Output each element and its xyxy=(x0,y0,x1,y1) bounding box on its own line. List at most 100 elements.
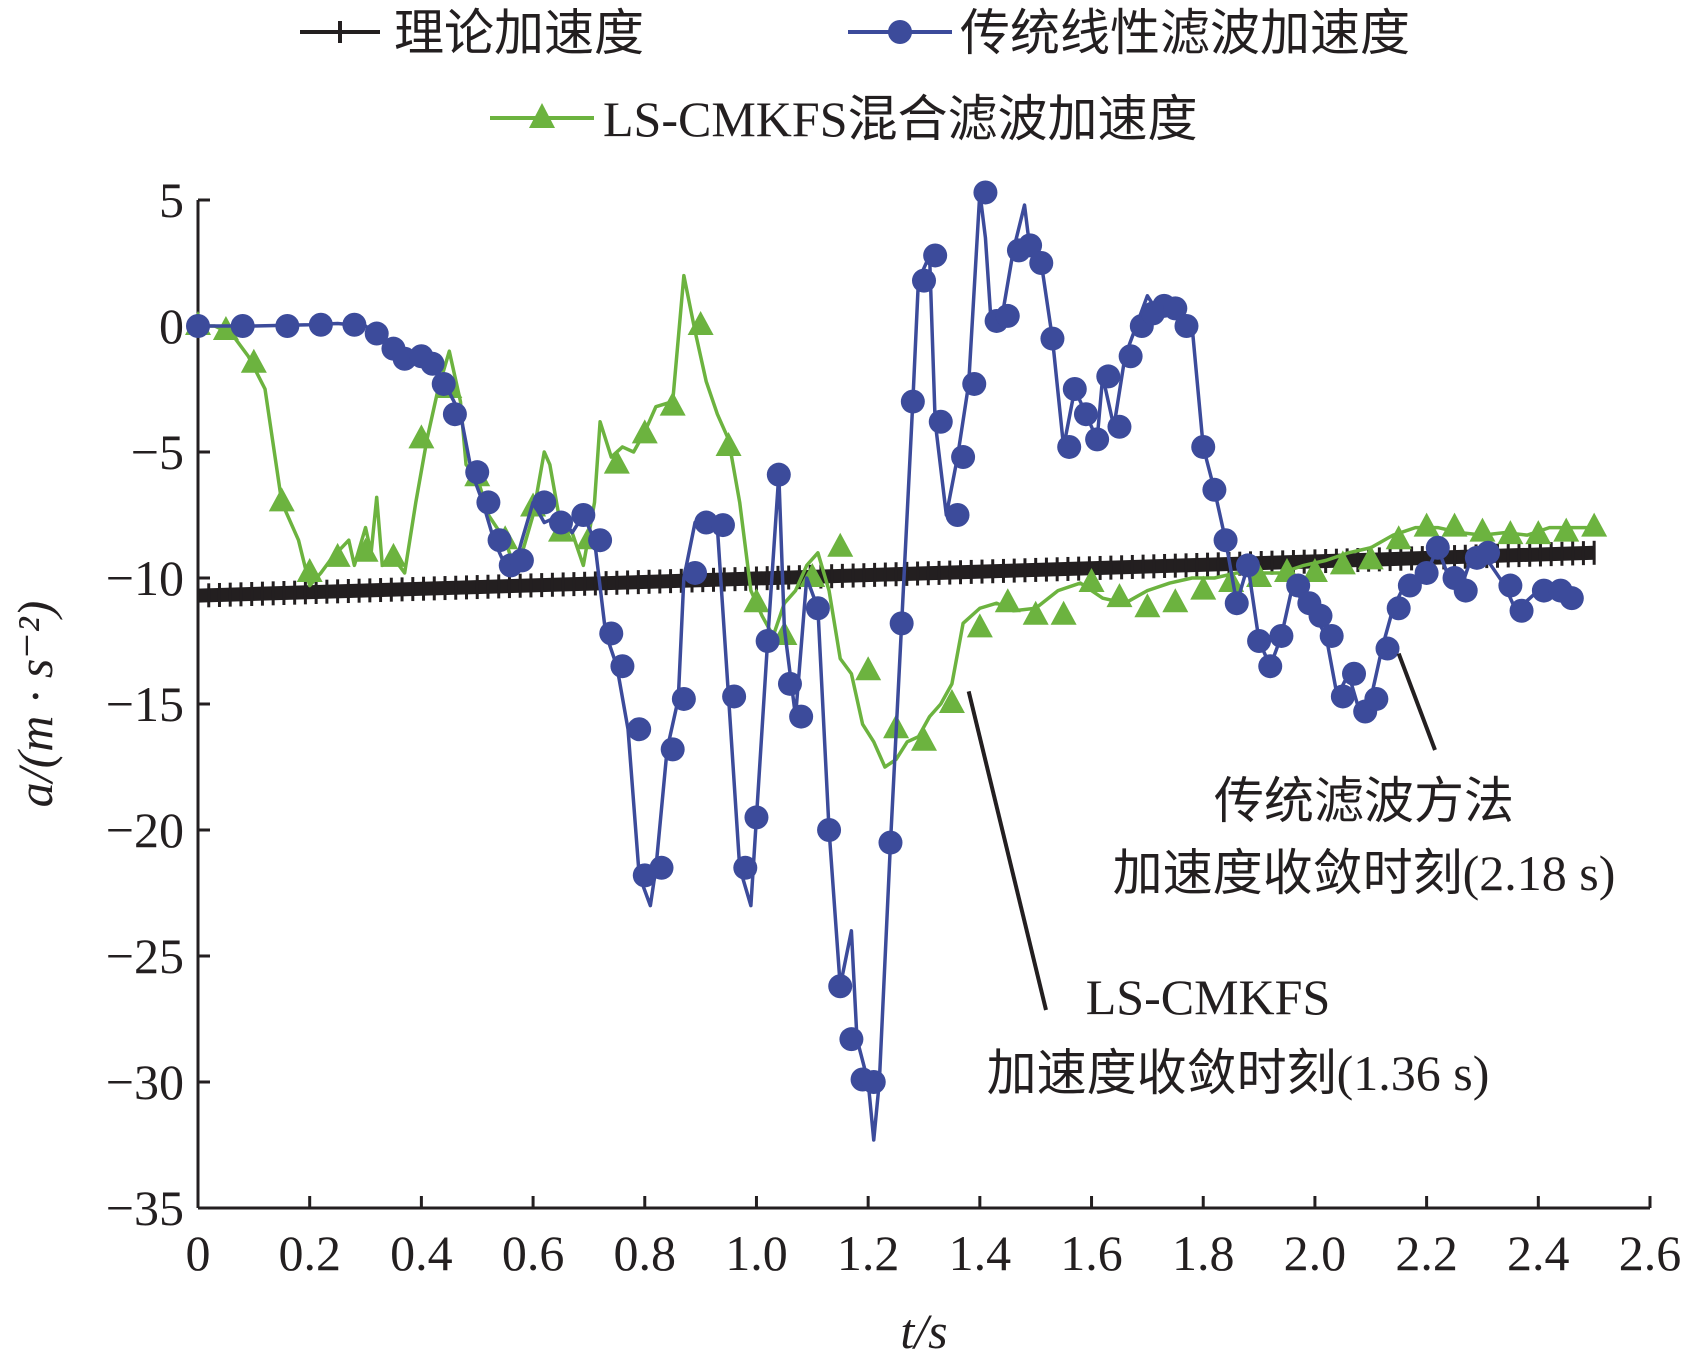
series-traditional-marker xyxy=(1085,427,1110,452)
series-traditional-marker xyxy=(861,1070,886,1094)
series-traditional-marker xyxy=(945,503,970,527)
y-tick-label: −25 xyxy=(106,928,184,984)
series-lscmkfs-marker xyxy=(994,588,1021,613)
y-tick-label: −10 xyxy=(106,550,184,606)
y-tick-label: −35 xyxy=(106,1180,184,1236)
series-lscmkfs-marker xyxy=(1357,545,1384,570)
axes: 5 0 −5 −10 −15 −20 −25 −30 −35 0 0.2 0.4 0.6 0.8 1.0 1… xyxy=(106,172,1681,1281)
series-traditional-marker xyxy=(1319,623,1344,648)
series-traditional-marker xyxy=(1258,654,1283,679)
legend-label-theoretical: 理论加速度 xyxy=(394,5,644,61)
series-traditional-marker xyxy=(710,513,735,538)
series-traditional-marker xyxy=(431,371,456,396)
series-traditional-marker xyxy=(627,717,652,742)
series-lscmkfs-marker xyxy=(1246,563,1273,587)
series-traditional-marker xyxy=(476,490,501,515)
series-traditional-marker xyxy=(995,303,1020,328)
series-traditional-marker xyxy=(1018,233,1043,258)
series-lscmkfs-marker xyxy=(352,537,379,562)
series-traditional-marker xyxy=(660,737,685,762)
x-tick-label: 0.4 xyxy=(390,1225,453,1281)
series-traditional-marker xyxy=(487,528,512,553)
series-traditional-marker xyxy=(342,312,367,337)
series-traditional-marker xyxy=(805,596,830,621)
series-traditional-marker xyxy=(420,351,445,376)
series-traditional-marker xyxy=(1425,535,1450,560)
series-traditional-marker xyxy=(1096,364,1121,389)
legend-entry-lscmkfs: LS-CMKFS混合滤波加速度 xyxy=(490,91,1198,147)
series-traditional-marker xyxy=(777,671,802,696)
series-lscmkfs-marker xyxy=(1106,583,1133,608)
series-traditional-marker xyxy=(878,830,903,855)
x-tick-label: 2.4 xyxy=(1507,1225,1570,1281)
series-traditional-marker xyxy=(442,402,467,427)
series-lscmkfs-marker xyxy=(715,431,742,456)
series-traditional-marker xyxy=(828,974,853,999)
series-lscmkfs-marker xyxy=(1385,525,1412,550)
series-lscmkfs-marker xyxy=(603,449,630,474)
x-tick-label: 2.6 xyxy=(1619,1225,1682,1281)
annotation-traditional-line-1: 传统滤波方法 xyxy=(1214,773,1514,829)
series-traditional-marker xyxy=(755,629,780,653)
x-ticks: 0 0.2 0.4 0.6 0.8 1.0 1.2 1.4 1.6 1.8 2.0 2.2 2.4 2.6 xyxy=(186,1196,1682,1281)
series-lscmkfs-marker xyxy=(1050,600,1077,625)
series-lscmkfs-marker xyxy=(938,689,965,713)
series-traditional-marker xyxy=(671,686,696,711)
legend-label-lscmkfs: LS-CMKFS混合滤波加速度 xyxy=(603,91,1198,147)
series-traditional-marker xyxy=(1476,540,1501,565)
series-traditional-marker xyxy=(1414,560,1439,585)
series-traditional-marker xyxy=(912,268,936,293)
series-traditional-marker xyxy=(308,312,333,337)
series-lscmkfs-marker xyxy=(408,424,435,449)
x-tick-label: 0.8 xyxy=(614,1225,677,1281)
series-traditional-marker xyxy=(889,611,914,636)
series-traditional-marker xyxy=(649,855,674,880)
series-traditional-marker xyxy=(900,389,925,414)
series-traditional-marker xyxy=(1029,251,1054,275)
series-lscmkfs-marker xyxy=(1497,520,1524,545)
series-traditional-marker xyxy=(1509,598,1534,623)
x-axis-title: t/s xyxy=(900,1303,947,1352)
series-traditional-marker xyxy=(588,528,613,553)
series-lscmkfs-marker xyxy=(296,557,323,582)
series-traditional-marker xyxy=(549,510,573,535)
series-traditional-marker xyxy=(1174,314,1199,338)
series-traditional-marker xyxy=(1191,434,1216,459)
series-lscmkfs-marker xyxy=(324,542,351,567)
series-lscmkfs-marker xyxy=(1441,512,1468,537)
series-traditional-marker xyxy=(186,314,210,338)
series-traditional-marker xyxy=(1235,553,1260,578)
series-traditional-marker xyxy=(1247,629,1272,653)
series-lscmkfs-marker xyxy=(659,391,686,416)
series-lscmkfs-marker xyxy=(631,419,658,444)
series-traditional-marker xyxy=(532,490,557,515)
series-lscmkfs-marker xyxy=(911,726,937,751)
x-tick-label: 1.8 xyxy=(1172,1225,1235,1281)
series-traditional-marker xyxy=(766,462,791,487)
x-tick-label: 0 xyxy=(186,1225,211,1281)
series-lscmkfs-marker xyxy=(1301,557,1328,582)
series-lscmkfs-marker xyxy=(380,542,407,567)
plot-area xyxy=(185,180,1608,1142)
x-tick-label: 2.2 xyxy=(1395,1225,1458,1281)
series-traditional-marker xyxy=(1453,578,1478,603)
series-traditional-marker xyxy=(962,371,987,396)
series-traditional-marker xyxy=(973,180,998,205)
series-lscmkfs-marker xyxy=(827,532,854,557)
x-tick-label: 1.2 xyxy=(837,1225,900,1281)
series-traditional-marker xyxy=(364,321,389,346)
x-tick-label: 1.6 xyxy=(1060,1225,1123,1281)
series-traditional-marker xyxy=(1073,402,1098,427)
series-traditional-marker xyxy=(1224,591,1249,616)
annotation-lscmkfs: LS-CMKFS 加速度收敛时刻(1.36 s) xyxy=(966,690,1490,1101)
x-tick-label: 0.2 xyxy=(278,1225,341,1281)
x-tick-label: 2.0 xyxy=(1284,1225,1347,1281)
series-lscmkfs-marker xyxy=(1581,512,1608,537)
x-tick-label: 1.0 xyxy=(725,1225,788,1281)
y-tick-label: 0 xyxy=(159,298,184,354)
series-traditional-marker xyxy=(1040,326,1065,351)
series-traditional-marker xyxy=(1330,684,1355,709)
legend-marker-circle xyxy=(888,20,912,44)
annotation-lscmkfs-line-2: 加速度收敛时刻(1.36 s) xyxy=(987,1045,1490,1101)
